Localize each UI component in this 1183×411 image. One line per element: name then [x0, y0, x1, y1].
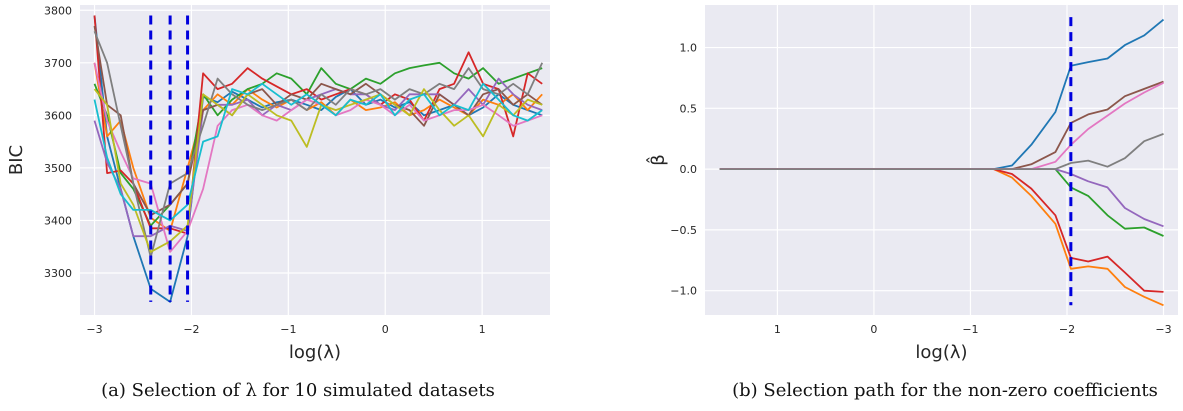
x-tick-label: 0 — [870, 323, 877, 336]
chart-b: 1 0 −1 −2 −3 1.0 0.5 0.0 −0.5 −1.0 log(λ) β̂ (b) Sel… — [646, 5, 1178, 401]
plot-background — [705, 5, 1178, 315]
x-tick-label: 1 — [774, 323, 781, 336]
x-tick-label: −1 — [280, 323, 296, 336]
chart-caption: (a) Selection of λ for 10 simulated data… — [101, 380, 495, 401]
chart-caption: (b) Selection path for the non-zero coef… — [732, 380, 1158, 401]
x-tick-label: −2 — [1059, 323, 1075, 336]
y-tick-label: 0.0 — [680, 163, 698, 176]
y-tick-label: 3700 — [44, 57, 72, 70]
x-tick-label: −3 — [1155, 323, 1171, 336]
series-line-8 — [719, 133, 1164, 171]
y-tick-label: 1.0 — [680, 42, 698, 55]
y-tick-label: 3400 — [44, 214, 72, 227]
y-tick-label: −0.5 — [670, 224, 697, 237]
plot-background — [80, 5, 550, 315]
x-tick-label: 1 — [479, 323, 486, 336]
y-tick-label: −1.0 — [670, 285, 697, 298]
x-axis-label: log(λ) — [289, 342, 341, 363]
x-tick-label: −3 — [86, 323, 102, 336]
y-tick-label: 3600 — [44, 109, 72, 122]
x-axis-label: log(λ) — [915, 342, 967, 363]
y-tick-label: 3500 — [44, 162, 72, 175]
y-axis-label: β̂ — [646, 154, 669, 166]
y-axis-label: BIC — [6, 145, 27, 175]
y-tick-label: 3800 — [44, 4, 72, 17]
x-tick-label: 0 — [382, 323, 389, 336]
x-tick-label: −2 — [183, 323, 199, 336]
series-line-10 — [93, 82, 543, 222]
y-tick-label: 0.5 — [680, 102, 698, 115]
chart-a: −3 −2 −1 0 1 3300 3400 3500 3600 3700 3800 log(λ) BI… — [6, 4, 550, 401]
y-tick-label: 3300 — [44, 267, 72, 280]
x-tick-label: −1 — [962, 323, 978, 336]
